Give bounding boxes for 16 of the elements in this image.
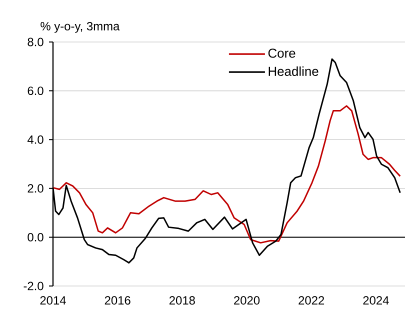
x-tick-label: 2014 [40, 296, 66, 305]
y-tick-label: 2.0 [28, 184, 44, 193]
y-tick-label: -2.0 [24, 282, 44, 290]
y-tick-label: 6.0 [28, 86, 44, 96]
legend-label: Headline [268, 66, 318, 76]
y-tick-label: 8.0 [28, 38, 44, 46]
y-tick-label: 4.0 [27, 135, 44, 144]
x-tick-label: 2024 [363, 296, 389, 305]
x-tick-label: 2020 [234, 296, 260, 305]
y-tick-label: 0.0 [28, 232, 44, 242]
y-axis-title: % y-o-y, 3mma [40, 22, 120, 33]
legend-label: Core [268, 48, 296, 58]
x-tick-label: 2016 [104, 296, 130, 305]
x-tick-label: 2018 [169, 296, 195, 305]
x-tick-label: 2022 [298, 296, 324, 305]
line-series [52, 105, 401, 244]
